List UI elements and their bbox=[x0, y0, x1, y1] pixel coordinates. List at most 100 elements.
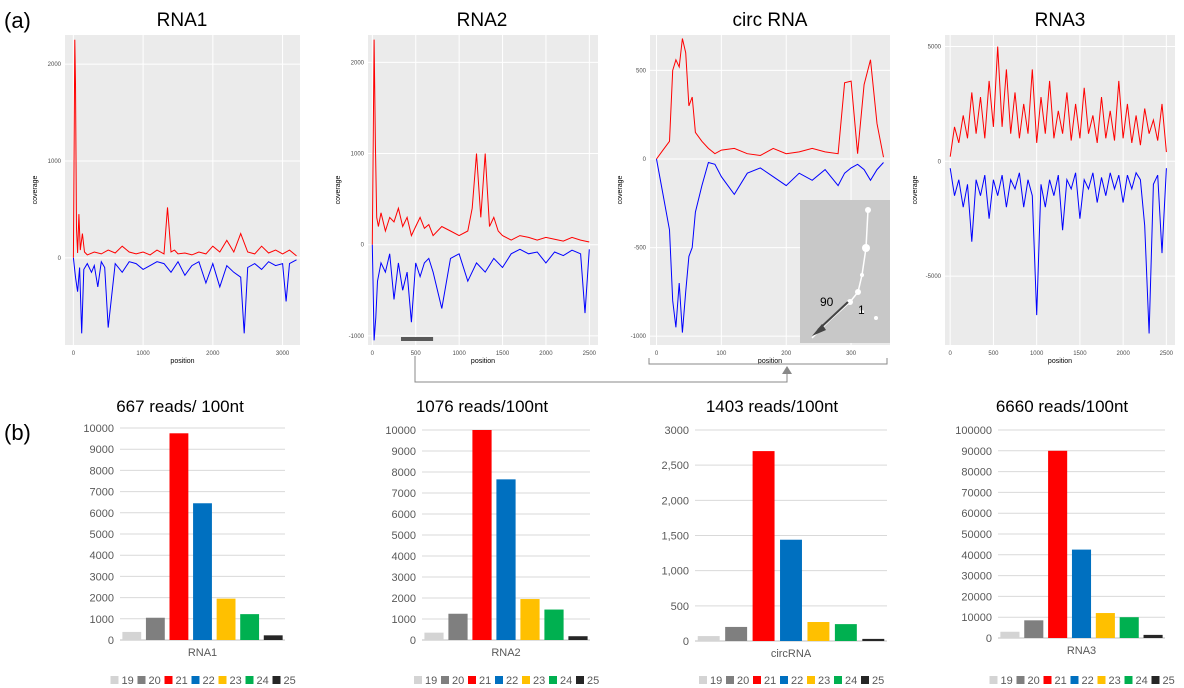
circ-inset-label-90: 90 bbox=[820, 295, 834, 309]
bar4-y-tick-label: 50000 bbox=[961, 529, 992, 541]
circ-structure-inset bbox=[800, 200, 890, 343]
line1-y-tick-label: 2000 bbox=[48, 62, 62, 68]
bar3-bar-19 bbox=[698, 636, 720, 641]
bar4-legend-label-22: 22 bbox=[1082, 675, 1094, 687]
line1-panel-bg bbox=[65, 35, 300, 345]
bar1-bar-22 bbox=[193, 503, 212, 640]
bar1-y-tick-label: 10000 bbox=[83, 423, 114, 435]
bar2-legend-swatch-20 bbox=[441, 676, 449, 684]
bar4-x-axis-label: RNA3 bbox=[1067, 645, 1096, 657]
bar4-legend-swatch-20 bbox=[1017, 676, 1025, 684]
bar4-legend-swatch-21 bbox=[1044, 676, 1052, 684]
bar1-y-tick-label: 9000 bbox=[90, 444, 114, 456]
line4-y-tick-label: 0 bbox=[938, 159, 942, 165]
bar4-y-tick-label: 20000 bbox=[961, 591, 992, 603]
bar3-legend-swatch-23 bbox=[807, 676, 815, 684]
bar4-bar-21 bbox=[1048, 451, 1067, 638]
bar3-y-tick-label: 500 bbox=[671, 601, 689, 613]
bar2-y-tick-label: 4000 bbox=[392, 551, 416, 563]
bar3-legend-swatch-25 bbox=[861, 676, 869, 684]
bar4-legend-label-19: 19 bbox=[1001, 675, 1013, 687]
bar4-legend-swatch-23 bbox=[1098, 676, 1106, 684]
bar2-bar-19 bbox=[424, 633, 443, 640]
line4-y-axis-label: coverage bbox=[912, 175, 919, 204]
line1-y-axis-label: coverage bbox=[32, 175, 39, 204]
line4-title: RNA3 bbox=[1035, 10, 1086, 31]
bar3-legend-label-24: 24 bbox=[845, 675, 857, 687]
bar3-legend-swatch-24 bbox=[834, 676, 842, 684]
bar4-y-tick-label: 80000 bbox=[961, 467, 992, 479]
circ-connector-arrowhead bbox=[782, 366, 792, 374]
bar1-bar-20 bbox=[146, 618, 165, 640]
bar1-y-tick-label: 7000 bbox=[90, 487, 114, 499]
line1-y-tick-label: 0 bbox=[58, 256, 62, 262]
bar2-legend-label-24: 24 bbox=[560, 675, 572, 687]
bar2-bar-23 bbox=[520, 599, 539, 640]
line4-x-tick-label: 2000 bbox=[1116, 351, 1130, 357]
bar4-bar-20 bbox=[1024, 620, 1043, 638]
bar3-legend-label-19: 19 bbox=[710, 675, 722, 687]
bar3-bar-23 bbox=[807, 622, 829, 641]
line3-y-axis-label: coverage bbox=[617, 175, 624, 204]
bar1-legend-swatch-23 bbox=[219, 676, 227, 684]
line1-x-tick-label: 2000 bbox=[206, 351, 220, 357]
bar1-bar-24 bbox=[240, 614, 259, 640]
line4-x-tick-label: 1000 bbox=[1030, 351, 1044, 357]
bar3-legend-swatch-22 bbox=[780, 676, 788, 684]
bar3-legend-label-20: 20 bbox=[737, 675, 749, 687]
bar1-bar-25 bbox=[264, 635, 283, 640]
line1-title: RNA1 bbox=[157, 10, 208, 31]
bar1-legend-label-19: 19 bbox=[122, 675, 134, 687]
line2-y-tick-label: 0 bbox=[361, 243, 365, 249]
bar1-y-tick-label: 0 bbox=[108, 635, 114, 647]
bar3-legend-swatch-21 bbox=[753, 676, 761, 684]
bar4-y-tick-label: 100000 bbox=[955, 425, 992, 437]
bar3-legend-label-23: 23 bbox=[818, 675, 830, 687]
bar1-legend-label-21: 21 bbox=[176, 675, 188, 687]
bar3-x-axis-label: circRNA bbox=[771, 648, 812, 660]
bar2-y-tick-label: 10000 bbox=[385, 425, 416, 437]
line2-y-tick-label: 2000 bbox=[351, 60, 365, 66]
line3-x-tick-label: 300 bbox=[846, 351, 857, 357]
bar2-legend-label-20: 20 bbox=[452, 675, 464, 687]
bar1-bar-19 bbox=[122, 632, 141, 640]
bar1-legend-label-22: 22 bbox=[203, 675, 215, 687]
bar4-bar-23 bbox=[1096, 613, 1115, 638]
circ-inset-node bbox=[874, 316, 878, 320]
bar3-y-tick-label: 2,500 bbox=[661, 460, 689, 472]
line2-x-tick-label: 2500 bbox=[583, 351, 597, 357]
bar2-bar-21 bbox=[472, 430, 491, 640]
bar3-legend-label-22: 22 bbox=[791, 675, 803, 687]
bar2-y-tick-label: 8000 bbox=[392, 467, 416, 479]
line2-x-tick-label: 1500 bbox=[496, 351, 510, 357]
bar1-legend-label-25: 25 bbox=[284, 675, 296, 687]
bar4-legend-label-24: 24 bbox=[1136, 675, 1148, 687]
line4-x-tick-label: 1500 bbox=[1073, 351, 1087, 357]
bar3-y-tick-label: 0 bbox=[683, 636, 689, 648]
bar4-y-tick-label: 40000 bbox=[961, 550, 992, 562]
bar2-bar-22 bbox=[496, 479, 515, 640]
bar1-legend-label-24: 24 bbox=[257, 675, 269, 687]
bar2-legend-swatch-24 bbox=[549, 676, 557, 684]
bar4-legend-label-21: 21 bbox=[1055, 675, 1067, 687]
bar2-legend-swatch-19 bbox=[414, 676, 422, 684]
bar1-legend-label-23: 23 bbox=[230, 675, 242, 687]
bar4-legend-swatch-19 bbox=[990, 676, 998, 684]
line3-y-tick-label: 0 bbox=[643, 157, 647, 163]
line2-y-axis-label: coverage bbox=[335, 175, 342, 204]
bar4-legend-swatch-25 bbox=[1152, 676, 1160, 684]
line3-x-tick-label: 200 bbox=[781, 351, 792, 357]
bar1-title: 667 reads/ 100nt bbox=[116, 397, 244, 416]
bar2-y-tick-label: 1000 bbox=[392, 614, 416, 626]
bar1-y-tick-label: 8000 bbox=[90, 465, 114, 477]
bar2-bar-25 bbox=[568, 636, 587, 640]
line4-x-tick-label: 2500 bbox=[1160, 351, 1174, 357]
bar1-y-tick-label: 3000 bbox=[90, 571, 114, 583]
line3-x-tick-label: 0 bbox=[655, 351, 659, 357]
bar3-bar-25 bbox=[862, 639, 884, 641]
bar1-legend-swatch-25 bbox=[273, 676, 281, 684]
bar2-y-tick-label: 2000 bbox=[392, 593, 416, 605]
line1-x-tick-label: 1000 bbox=[136, 351, 150, 357]
bar4-y-tick-label: 90000 bbox=[961, 446, 992, 458]
